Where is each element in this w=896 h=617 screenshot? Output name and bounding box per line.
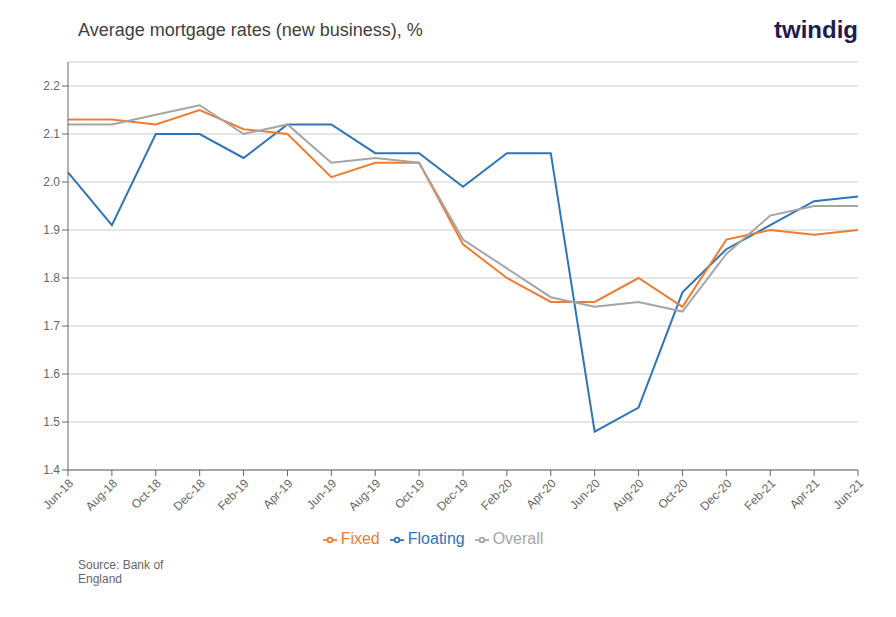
svg-text:Oct-19: Oct-19	[392, 476, 428, 512]
svg-text:Jun-20: Jun-20	[567, 476, 603, 512]
svg-text:Jun-18: Jun-18	[40, 476, 76, 512]
svg-text:1.5: 1.5	[43, 415, 60, 429]
svg-text:Aug-18: Aug-18	[83, 476, 120, 513]
html-text:Fixed: Fixed	[340, 530, 380, 547]
svg-text:Jun-19: Jun-19	[304, 476, 340, 512]
svg-text:Dec-19: Dec-19	[434, 476, 471, 513]
html-text:Floating: Floating	[407, 530, 465, 547]
svg-text:Apr-19: Apr-19	[260, 476, 296, 512]
svg-text:Feb-20: Feb-20	[478, 476, 515, 513]
svg-text:Feb-19: Feb-19	[215, 476, 252, 513]
svg-text:1.4: 1.4	[43, 463, 60, 477]
svg-text:Dec-18: Dec-18	[171, 476, 208, 513]
svg-text:Aug-20: Aug-20	[609, 476, 646, 513]
svg-text:Jun-21: Jun-21	[830, 476, 866, 512]
svg-text:1.6: 1.6	[43, 367, 60, 381]
svg-text:2.1: 2.1	[43, 127, 60, 141]
svg-text:Dec-20: Dec-20	[697, 476, 734, 513]
svg-text:1.9: 1.9	[43, 223, 60, 237]
html-text:twindig: twindig	[774, 16, 858, 43]
svg-text:Oct-18: Oct-18	[129, 476, 165, 512]
svg-text:1.7: 1.7	[43, 319, 60, 333]
svg-text:1.8: 1.8	[43, 271, 60, 285]
svg-text:2.2: 2.2	[43, 79, 60, 93]
html-text:Source: Bank of England: Source: Bank of England	[78, 558, 164, 586]
svg-text:2.0: 2.0	[43, 175, 60, 189]
svg-text:Feb-21: Feb-21	[742, 476, 779, 513]
svg-text:Oct-20: Oct-20	[655, 476, 691, 512]
svg-text:Aug-19: Aug-19	[346, 476, 383, 513]
html-text:Overall: Overall	[492, 530, 544, 547]
html-text:Average mortgage rates (new bu: Average mortgage rates (new business), %	[78, 19, 423, 40]
svg-text:Apr-21: Apr-21	[787, 476, 823, 512]
svg-text:Apr-20: Apr-20	[524, 476, 560, 512]
